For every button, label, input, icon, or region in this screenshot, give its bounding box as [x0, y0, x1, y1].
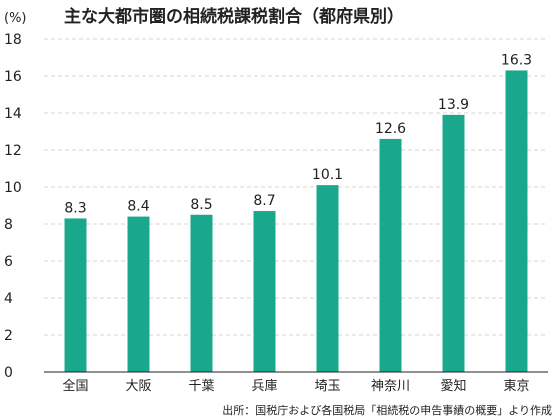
data-label-6: 12.6	[375, 121, 406, 137]
chart-title: 主な大都市圏の相続税課税割合（都府県別）	[64, 6, 404, 27]
data-label-1: 8.3	[64, 200, 86, 216]
gridlines	[44, 38, 548, 336]
y-axis-ticks: 0 2 4 6 8 10 12 14 16 18	[4, 32, 22, 381]
bar-6	[379, 138, 402, 372]
y-tick-label-2: 2	[4, 328, 13, 344]
bar-3	[190, 214, 213, 372]
data-label-8: 16.3	[501, 52, 532, 68]
bar-1	[64, 218, 87, 372]
data-label-3: 8.5	[190, 197, 212, 213]
y-tick-label-18: 18	[4, 32, 22, 48]
x-tick-label-5: 埼玉	[314, 379, 340, 394]
bars	[64, 70, 528, 372]
data-label-5: 10.1	[312, 167, 343, 183]
bar-7	[442, 114, 465, 372]
x-tick-label-2: 大阪	[125, 379, 151, 394]
y-tick-label-4: 4	[4, 291, 13, 307]
bar-2	[127, 216, 150, 372]
data-label-7: 13.9	[438, 97, 469, 113]
bar-5	[316, 185, 339, 372]
x-tick-label-6: 神奈川	[371, 379, 410, 394]
x-tick-label-3: 千葉	[188, 379, 214, 394]
bar-4	[253, 211, 276, 372]
y-tick-label-6: 6	[4, 254, 13, 270]
x-tick-label-7: 愛知	[440, 378, 466, 394]
y-tick-label-16: 16	[4, 69, 22, 85]
x-tick-label-1: 全国	[62, 378, 88, 394]
y-tick-label-8: 8	[4, 217, 13, 233]
y-axis-unit-label: (%)	[4, 11, 27, 26]
y-tick-label-0: 0	[4, 365, 13, 381]
y-tick-label-12: 12	[4, 143, 22, 159]
x-tick-label-4: 兵庫	[251, 379, 277, 394]
data-labels: 8.3 8.4 8.5 8.7 10.1 12.6 13.9 16.3	[64, 52, 532, 216]
y-tick-label-14: 14	[4, 106, 22, 122]
x-tick-label-8: 東京	[503, 378, 529, 394]
y-tick-label-10: 10	[4, 180, 22, 196]
data-label-2: 8.4	[127, 199, 149, 215]
data-label-4: 8.7	[253, 193, 275, 209]
x-axis-ticks: 全国 大阪 千葉 兵庫 埼玉 神奈川 愛知 東京	[62, 378, 529, 394]
bar-8	[505, 70, 528, 372]
source-note: 出所：国税庁および各国税局「相続税の申告事績の概要」より作成	[222, 403, 552, 417]
